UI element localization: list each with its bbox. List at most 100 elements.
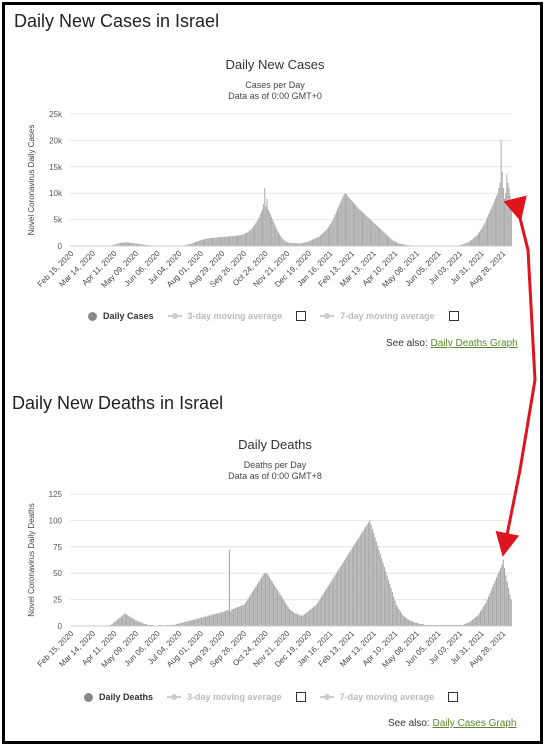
- cases-bar[interactable]: [234, 235, 236, 246]
- cases-bar[interactable]: [306, 242, 308, 246]
- cases-bar[interactable]: [124, 242, 126, 246]
- cases-bar[interactable]: [307, 241, 309, 246]
- cases-bar[interactable]: [223, 236, 225, 246]
- deaths-bar[interactable]: [305, 613, 307, 626]
- cases-bar[interactable]: [205, 238, 207, 246]
- deaths-bar[interactable]: [240, 605, 243, 626]
- deaths-bar[interactable]: [270, 579, 272, 626]
- cases-bar[interactable]: [279, 234, 281, 246]
- deaths-bar[interactable]: [335, 573, 337, 626]
- cases-bar[interactable]: [135, 243, 137, 246]
- cases-bar[interactable]: [119, 243, 121, 246]
- deaths-bar[interactable]: [489, 593, 491, 626]
- cases-bar[interactable]: [351, 201, 353, 246]
- deaths-bar[interactable]: [159, 624, 161, 626]
- deaths-bar[interactable]: [461, 624, 463, 626]
- deaths-bar[interactable]: [433, 624, 435, 626]
- cases-bar[interactable]: [224, 236, 226, 246]
- cases-bar[interactable]: [142, 244, 144, 246]
- cases-bar[interactable]: [321, 234, 323, 246]
- cases-bar[interactable]: [276, 230, 278, 246]
- deaths-bar[interactable]: [222, 612, 224, 626]
- deaths-bar[interactable]: [401, 613, 403, 626]
- deaths-bar[interactable]: [282, 598, 284, 626]
- cases-bar[interactable]: [379, 228, 381, 246]
- cases-bar[interactable]: [241, 234, 243, 246]
- cases-bar[interactable]: [372, 221, 374, 246]
- deaths-bar[interactable]: [203, 616, 205, 627]
- cases-bar[interactable]: [192, 242, 194, 246]
- cases-bar[interactable]: [232, 235, 234, 246]
- cases-bar[interactable]: [207, 238, 209, 246]
- deaths-bar[interactable]: [115, 620, 117, 626]
- deaths-bar[interactable]: [475, 616, 478, 627]
- cases-bar[interactable]: [250, 229, 252, 246]
- cases-bar[interactable]: [375, 224, 377, 246]
- deaths-bar[interactable]: [284, 602, 287, 626]
- cases-bar[interactable]: [342, 195, 344, 246]
- cases-bar[interactable]: [298, 243, 300, 246]
- cases-bar[interactable]: [302, 242, 304, 246]
- deaths-bar[interactable]: [445, 624, 447, 626]
- deaths-bar[interactable]: [419, 623, 421, 626]
- cases-bar[interactable]: [114, 244, 116, 246]
- cases-bar[interactable]: [280, 235, 282, 246]
- cases-bar[interactable]: [208, 238, 210, 246]
- deaths-bar[interactable]: [479, 611, 482, 626]
- deaths-ma7-checkbox[interactable]: [448, 692, 459, 702]
- cases-bar[interactable]: [291, 243, 293, 246]
- cases-bar[interactable]: [485, 219, 487, 246]
- cases-bar[interactable]: [369, 219, 371, 246]
- cases-bar[interactable]: [343, 194, 345, 246]
- deaths-bar[interactable]: [375, 541, 377, 626]
- cases-bar[interactable]: [141, 244, 143, 246]
- cases-bar[interactable]: [316, 237, 318, 246]
- deaths-bar[interactable]: [397, 606, 399, 626]
- deaths-bar[interactable]: [366, 524, 368, 626]
- deaths-bar[interactable]: [421, 623, 423, 626]
- cases-bar[interactable]: [274, 224, 276, 246]
- deaths-bar[interactable]: [349, 552, 351, 626]
- cases-bar[interactable]: [326, 228, 328, 246]
- cases-bar[interactable]: [335, 211, 337, 246]
- deaths-bar[interactable]: [210, 615, 212, 626]
- cases-bar[interactable]: [242, 234, 244, 246]
- deaths-bar[interactable]: [258, 581, 260, 626]
- deaths-bar[interactable]: [247, 598, 249, 626]
- deaths-bar[interactable]: [498, 571, 500, 626]
- deaths-bar[interactable]: [393, 596, 395, 626]
- cases-bar[interactable]: [396, 242, 398, 246]
- deaths-bar[interactable]: [347, 554, 349, 626]
- cases-bar[interactable]: [254, 224, 256, 246]
- deaths-bar[interactable]: [250, 594, 252, 626]
- deaths-bar[interactable]: [309, 610, 311, 626]
- cases-bar[interactable]: [248, 231, 250, 246]
- cases-bar[interactable]: [338, 206, 340, 246]
- deaths-bar[interactable]: [395, 604, 397, 626]
- cases-bar[interactable]: [185, 244, 187, 246]
- deaths-bar[interactable]: [287, 606, 289, 626]
- cases-bar[interactable]: [117, 243, 119, 246]
- deaths-bar[interactable]: [142, 622, 144, 626]
- deaths-bar[interactable]: [458, 624, 460, 626]
- deaths-legend-ma7[interactable]: 7-day moving average: [339, 692, 435, 702]
- cases-bar[interactable]: [258, 216, 260, 246]
- deaths-bar[interactable]: [465, 623, 467, 626]
- deaths-bar[interactable]: [291, 611, 293, 626]
- deaths-bar[interactable]: [450, 624, 452, 626]
- deaths-bar[interactable]: [114, 621, 116, 626]
- cases-bar[interactable]: [359, 210, 361, 246]
- cases-bar[interactable]: [475, 235, 477, 246]
- cases-bar[interactable]: [260, 211, 262, 246]
- cases-bar[interactable]: [389, 237, 391, 246]
- cases-bar[interactable]: [233, 235, 235, 246]
- deaths-bar[interactable]: [280, 596, 283, 626]
- deaths-bar[interactable]: [146, 623, 148, 626]
- deaths-bar[interactable]: [491, 586, 494, 626]
- deaths-bar[interactable]: [120, 616, 122, 627]
- cases-bar[interactable]: [283, 240, 285, 246]
- deaths-bar[interactable]: [486, 599, 488, 626]
- cases-bar[interactable]: [496, 195, 498, 246]
- cases-bar[interactable]: [252, 226, 254, 246]
- deaths-bar[interactable]: [387, 579, 389, 626]
